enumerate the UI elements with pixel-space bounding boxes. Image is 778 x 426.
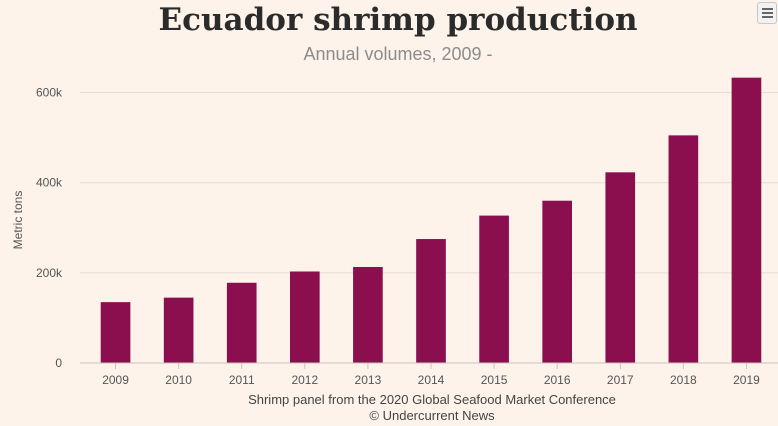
x-tick-label: 2014 xyxy=(418,373,445,387)
bar-2019[interactable] xyxy=(731,77,762,363)
bar-2017[interactable] xyxy=(605,172,636,363)
y-tick-label: 0 xyxy=(55,356,62,370)
bar-2015[interactable] xyxy=(479,215,509,363)
caption-line-2: © Undercurrent News xyxy=(369,408,495,423)
y-axis-title: Metric tons xyxy=(11,191,25,250)
x-tick-label: 2011 xyxy=(229,373,255,387)
bar-2011[interactable] xyxy=(226,282,257,363)
x-tick-label: 2017 xyxy=(607,373,634,387)
x-tick-label: 2016 xyxy=(544,373,571,387)
x-tick-label: 2018 xyxy=(670,373,697,387)
hamburger-menu-icon-line xyxy=(762,12,773,14)
bar-2016[interactable] xyxy=(542,200,573,363)
chart-title: Ecuador shrimp production xyxy=(158,2,637,38)
y-tick-label: 400k xyxy=(36,176,63,190)
bar-2010[interactable] xyxy=(163,297,194,363)
hamburger-menu-icon-line xyxy=(762,16,773,18)
bar-2012[interactable] xyxy=(289,271,320,363)
x-tick-label: 2009 xyxy=(102,373,129,387)
x-tick-label: 2015 xyxy=(481,373,508,387)
bar-2014[interactable] xyxy=(416,239,446,363)
y-tick-label: 600k xyxy=(36,86,63,100)
x-axis-ticks: 2009 2010 2011 2012 2013 2014 2015 2016 2017 2018… xyxy=(102,363,760,387)
hamburger-menu-icon xyxy=(762,8,773,10)
bar-2009[interactable] xyxy=(100,302,131,363)
chart-subtitle: Annual volumes, 2009 - xyxy=(303,44,492,64)
x-tick-label: 2012 xyxy=(291,373,318,387)
caption-line-1: Shrimp panel from the 2020 Global Seafoo… xyxy=(248,392,616,407)
bar-series xyxy=(100,77,762,363)
x-tick-label: 2019 xyxy=(733,373,760,387)
chart-menu-button[interactable] xyxy=(757,2,777,24)
bar-2018[interactable] xyxy=(668,135,699,363)
y-tick-label: 200k xyxy=(36,266,63,280)
x-tick-label: 2010 xyxy=(165,373,192,387)
x-tick-label: 2013 xyxy=(355,373,382,387)
bar-2013[interactable] xyxy=(353,266,383,363)
y-axis-ticks: 0 200k 400k 600k xyxy=(36,86,63,370)
